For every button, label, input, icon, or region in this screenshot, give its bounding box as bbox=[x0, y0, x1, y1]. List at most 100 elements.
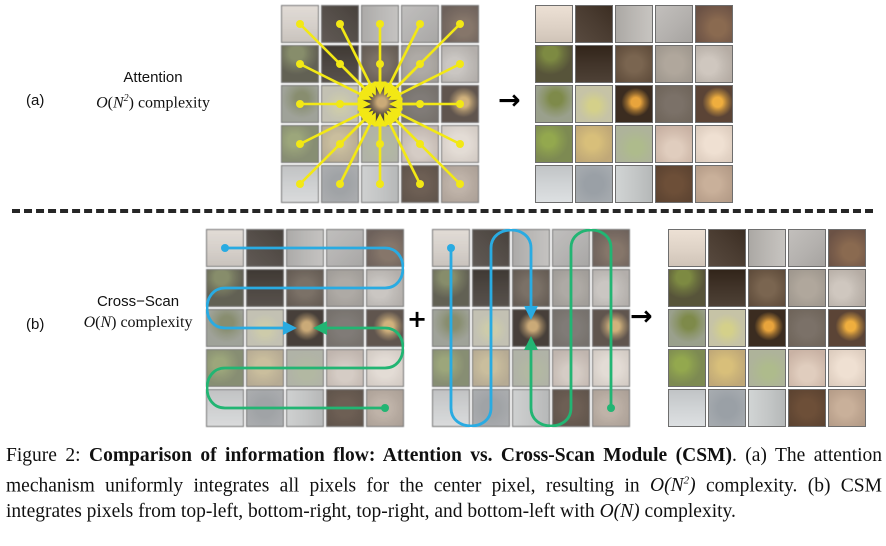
row-b-complexity: O(N) complexity bbox=[22, 312, 222, 334]
caption-label: Figure 2: bbox=[6, 445, 81, 466]
image-patch bbox=[366, 349, 404, 387]
caption-part-a-text: The attention mechanism uniformly integr… bbox=[6, 445, 882, 496]
image-patch bbox=[246, 269, 284, 307]
image-patch bbox=[441, 5, 479, 43]
image-patch bbox=[206, 269, 244, 307]
image-patch bbox=[655, 165, 693, 203]
caption-a-math-arg: N bbox=[670, 475, 684, 496]
image-patch bbox=[286, 269, 324, 307]
caption-part-b-text: CSM integrates pixels from top-left, bot… bbox=[6, 475, 882, 522]
attention-output-grid bbox=[535, 5, 733, 203]
caption-part-a-marker: . (a) bbox=[731, 445, 767, 466]
caption-a-math-exp: 2 bbox=[683, 474, 690, 487]
row-a-paren-close: ) bbox=[128, 94, 134, 112]
image-patch bbox=[246, 349, 284, 387]
caption-part-b-math: O(N) bbox=[599, 500, 640, 522]
row-b-paren-close: ) bbox=[111, 314, 117, 331]
image-patch bbox=[321, 125, 359, 163]
image-patch bbox=[535, 125, 573, 163]
row-separator bbox=[12, 209, 873, 213]
image-patch bbox=[708, 389, 746, 427]
row-b-complexity-arg: N bbox=[100, 314, 112, 331]
image-patch bbox=[432, 349, 470, 387]
row-b-tag: (b) bbox=[26, 316, 45, 333]
image-patch bbox=[326, 229, 364, 267]
image-patch bbox=[206, 389, 244, 427]
image-patch bbox=[326, 389, 364, 427]
image-patch bbox=[286, 309, 324, 347]
image-patch bbox=[246, 309, 284, 347]
row-a-right-arrow-icon: → bbox=[498, 85, 521, 116]
row-a-complexity-arg: N bbox=[112, 94, 124, 112]
image-patch bbox=[286, 229, 324, 267]
image-patch bbox=[695, 85, 733, 123]
image-patch bbox=[361, 85, 399, 123]
caption-part-b-marker: (b) bbox=[797, 475, 831, 496]
image-patch bbox=[286, 389, 324, 427]
row-b-paren-open: ( bbox=[95, 314, 101, 331]
row-a-tag: (a) bbox=[26, 92, 45, 109]
image-patch bbox=[748, 269, 786, 307]
image-patch bbox=[668, 349, 706, 387]
row-a-name: Attention bbox=[123, 69, 183, 86]
image-patch bbox=[655, 5, 693, 43]
image-patch bbox=[472, 389, 510, 427]
image-patch bbox=[575, 165, 613, 203]
caption-a-math-symbol: O bbox=[650, 475, 665, 496]
image-patch bbox=[401, 45, 439, 83]
image-patch bbox=[708, 309, 746, 347]
image-patch bbox=[281, 125, 319, 163]
image-patch bbox=[592, 389, 630, 427]
image-patch bbox=[206, 349, 244, 387]
image-patch bbox=[592, 309, 630, 347]
attention-input-grid bbox=[281, 5, 479, 203]
figure-caption: Figure 2: Comparison of information flow… bbox=[6, 443, 882, 524]
image-patch bbox=[655, 85, 693, 123]
image-patch bbox=[281, 165, 319, 203]
image-patch bbox=[366, 229, 404, 267]
row-a-paren-open: ( bbox=[107, 94, 113, 112]
image-patch bbox=[401, 125, 439, 163]
image-patch bbox=[281, 85, 319, 123]
image-patch bbox=[441, 165, 479, 203]
image-patch bbox=[695, 45, 733, 83]
image-patch bbox=[552, 389, 590, 427]
image-patch bbox=[361, 125, 399, 163]
image-patch bbox=[615, 45, 653, 83]
caption-title: Comparison of information flow: Attentio… bbox=[88, 445, 732, 466]
image-patch bbox=[748, 389, 786, 427]
image-patch bbox=[206, 229, 244, 267]
image-patch bbox=[592, 229, 630, 267]
image-patch bbox=[708, 229, 746, 267]
image-patch bbox=[788, 229, 826, 267]
image-patch bbox=[512, 309, 550, 347]
image-patch bbox=[668, 309, 706, 347]
image-patch bbox=[828, 389, 866, 427]
image-patch bbox=[535, 5, 573, 43]
image-patch bbox=[788, 309, 826, 347]
image-patch bbox=[361, 5, 399, 43]
image-patch bbox=[366, 309, 404, 347]
image-patch bbox=[615, 5, 653, 43]
image-patch bbox=[472, 349, 510, 387]
image-patch bbox=[441, 85, 479, 123]
image-patch bbox=[615, 85, 653, 123]
image-patch bbox=[472, 269, 510, 307]
image-patch bbox=[321, 5, 359, 43]
image-patch bbox=[512, 269, 550, 307]
image-patch bbox=[592, 349, 630, 387]
image-patch bbox=[695, 165, 733, 203]
image-patch bbox=[326, 349, 364, 387]
image-patch bbox=[326, 269, 364, 307]
image-patch bbox=[552, 269, 590, 307]
row-b-plus-icon: + bbox=[407, 305, 428, 333]
image-patch bbox=[552, 229, 590, 267]
image-patch bbox=[708, 349, 746, 387]
image-patch bbox=[401, 165, 439, 203]
image-patch bbox=[552, 349, 590, 387]
image-patch bbox=[788, 349, 826, 387]
image-patch bbox=[828, 309, 866, 347]
image-patch bbox=[512, 389, 550, 427]
image-patch bbox=[206, 309, 244, 347]
image-patch bbox=[592, 269, 630, 307]
